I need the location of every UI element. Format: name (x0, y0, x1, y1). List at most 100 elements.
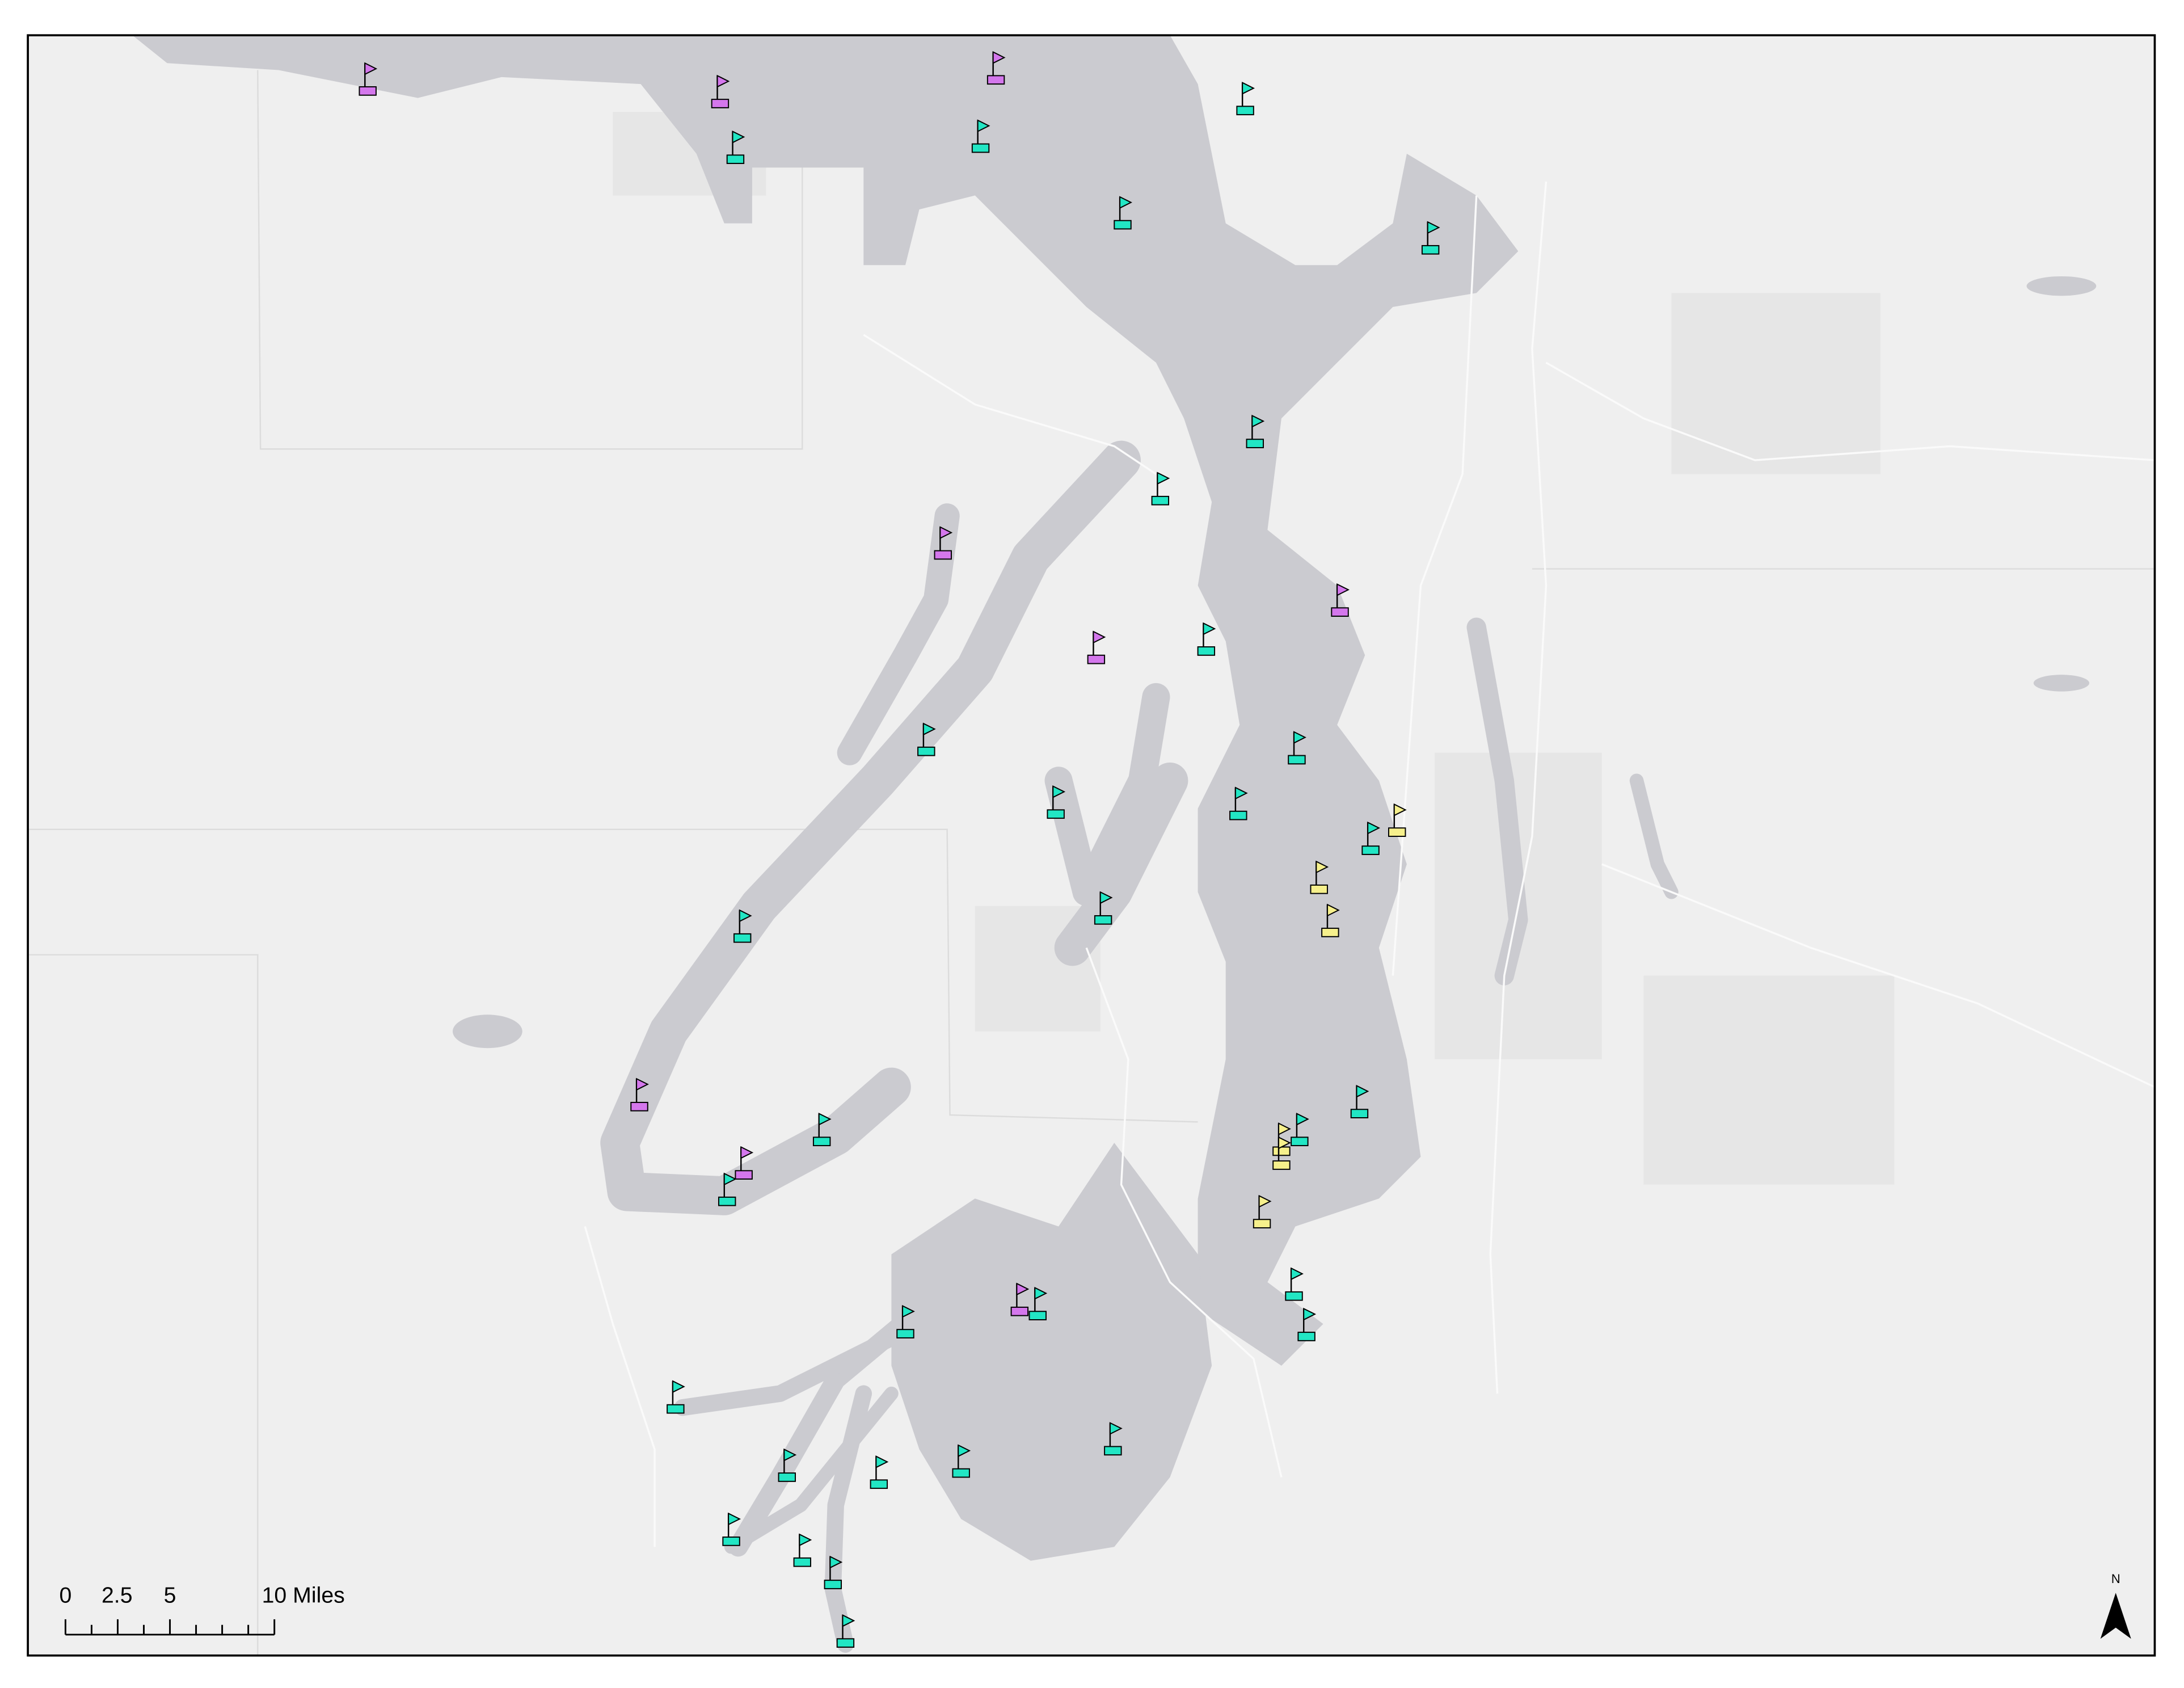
scale-label: 10 Miles (262, 1582, 345, 1607)
site-flag (722, 1512, 741, 1546)
water-body (724, 1386, 899, 1554)
flag-pennant (1109, 1422, 1123, 1435)
boundary (28, 828, 1198, 1123)
site-flag (1253, 1194, 1272, 1228)
flag-pennant (1393, 803, 1407, 816)
flag-base (1285, 1291, 1303, 1301)
flag-base (986, 75, 1005, 85)
north-arrow: N (2100, 1572, 2131, 1639)
flag-base (812, 1136, 831, 1147)
flag-pennant (1336, 583, 1350, 596)
flag-pennant (1293, 731, 1306, 744)
flag-base (359, 86, 377, 96)
site-flag (726, 130, 745, 165)
flag-pennant (739, 909, 752, 923)
site-flag (917, 722, 936, 756)
flag-base (1361, 845, 1380, 855)
road (1545, 361, 2155, 461)
flag-pennant (672, 1380, 685, 1394)
site-flag (733, 909, 752, 943)
flag-base (1288, 755, 1306, 765)
flag-pennant (1296, 1113, 1309, 1126)
flag-pennant (732, 130, 745, 144)
boundary (28, 954, 259, 1656)
site-flag (1104, 1422, 1123, 1456)
flag-pennant (723, 1172, 737, 1186)
flag-base (718, 1196, 736, 1206)
north-arrow-icon (2100, 1593, 2131, 1639)
site-flag (1291, 1113, 1309, 1147)
flag-base (1388, 827, 1406, 837)
flag-pennant (1367, 821, 1380, 835)
flag-pennant (728, 1512, 741, 1526)
flag-pennant (1016, 1282, 1030, 1296)
site-flag (1094, 891, 1113, 925)
scale-label: 0 (59, 1582, 71, 1607)
site-flag (1197, 622, 1216, 656)
flag-pennant (1099, 891, 1113, 904)
site-flag (1310, 860, 1329, 894)
urban-area (1643, 975, 1895, 1185)
flag-base (1321, 928, 1339, 937)
flag-base (1010, 1306, 1029, 1316)
flag-pennant (783, 1448, 797, 1462)
site-flag (934, 526, 953, 560)
flag-pennant (992, 51, 1006, 64)
water-body (600, 440, 1141, 1215)
flag-base (1272, 1146, 1291, 1156)
flag-base (1331, 607, 1349, 617)
flag-pennant (364, 62, 378, 75)
flag-pennant (1157, 472, 1170, 485)
flag-base (971, 143, 990, 153)
flag-base (870, 1479, 888, 1489)
water-body (1054, 762, 1188, 966)
water-body (1044, 683, 1170, 906)
flag-base (778, 1472, 796, 1482)
flag-base (824, 1580, 842, 1589)
flag-base (934, 550, 952, 560)
site-flag (793, 1533, 812, 1567)
flag-pennant (977, 119, 990, 133)
flag-pennant (636, 1077, 649, 1091)
flag-pennant (1251, 414, 1265, 428)
road (1085, 947, 1283, 1477)
site-flag (1151, 472, 1170, 506)
road (1489, 181, 1548, 1394)
flag-base (726, 154, 745, 165)
site-flag (1087, 630, 1106, 664)
flag-pennant (1326, 903, 1340, 917)
site-markers (359, 51, 1440, 1648)
urban-areas (613, 112, 1895, 1185)
flag-pennant (1093, 630, 1106, 644)
flag-pennant (922, 722, 936, 736)
flag-base (1197, 646, 1216, 656)
flag-base (1291, 1136, 1309, 1147)
scale-label: 2.5 (102, 1582, 133, 1607)
flag-pennant (1427, 221, 1440, 234)
site-flag (836, 1614, 855, 1648)
scale-label: 5 (164, 1582, 176, 1607)
flag-pennant (740, 1146, 754, 1159)
lake (2026, 276, 2097, 296)
site-flag (1047, 785, 1066, 819)
flag-base (1047, 809, 1065, 819)
flag-pennant (1258, 1194, 1272, 1208)
site-flag (896, 1304, 915, 1338)
flag-base (1028, 1311, 1047, 1320)
flag-base (1310, 884, 1328, 894)
flag-base (733, 933, 752, 943)
flag-base (630, 1101, 648, 1112)
scale-ticks (64, 1619, 276, 1636)
flag-pennant (818, 1113, 832, 1126)
flag-pennant (1242, 82, 1255, 95)
lake (2033, 675, 2090, 692)
site-flag (1288, 731, 1306, 765)
flag-pennant (842, 1614, 855, 1627)
flag-base (1087, 654, 1106, 664)
flag-pennant (875, 1455, 889, 1468)
site-flag (1388, 803, 1407, 837)
flag-pennant (902, 1304, 915, 1318)
flag-pennant (716, 74, 730, 88)
